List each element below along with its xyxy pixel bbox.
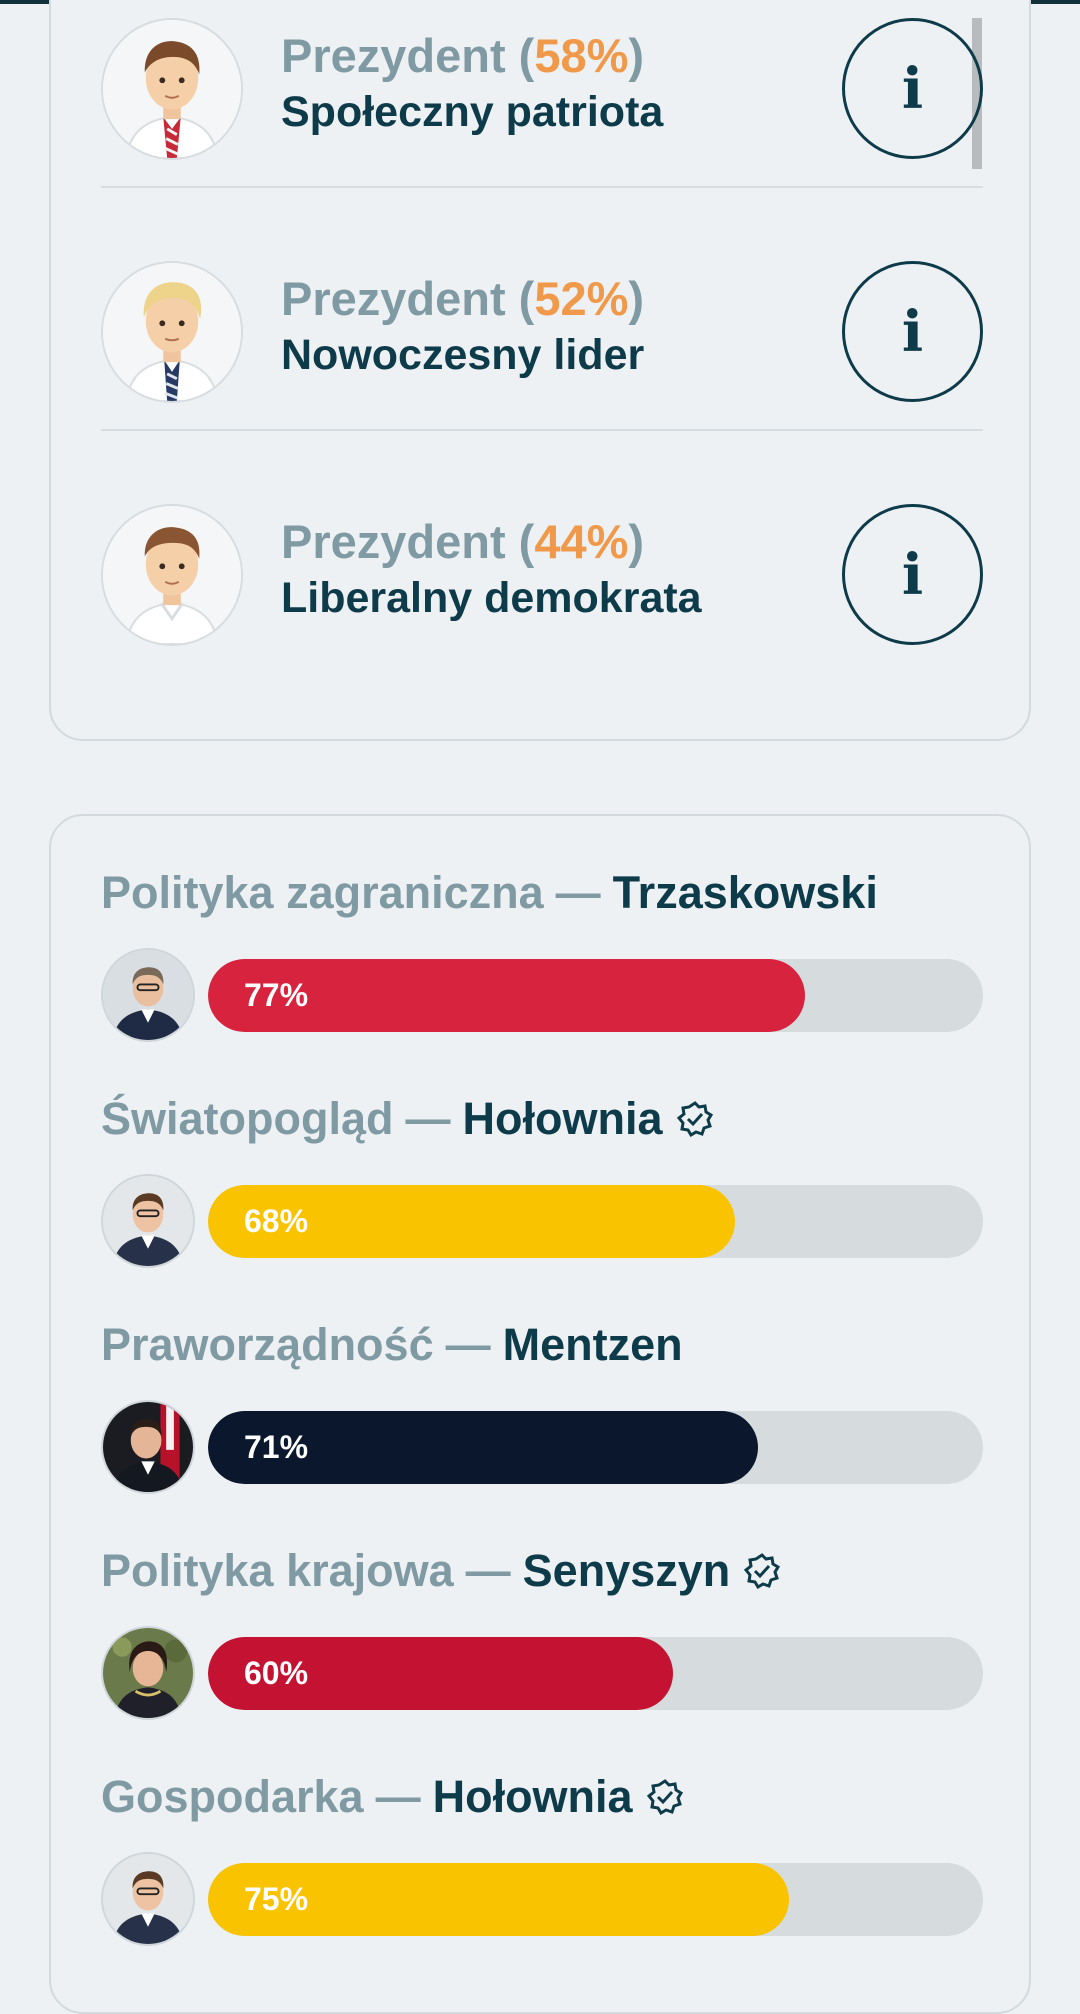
progress-fill xyxy=(208,1185,735,1258)
progress-fill xyxy=(208,959,805,1032)
candidate-photo xyxy=(101,1174,195,1268)
metric-title: Polityka krajowa — Senyszyn xyxy=(101,1544,983,1598)
info-icon: i xyxy=(901,298,924,365)
progress-fill xyxy=(208,1637,673,1710)
candidate-photo xyxy=(101,1400,195,1494)
metric-title: Światopogląd — Hołownia xyxy=(101,1092,983,1146)
progress-track: 68% xyxy=(208,1185,983,1258)
candidate-photo xyxy=(101,1626,195,1720)
president-match-card: Prezydent (58%) Społeczny patriota i Pre… xyxy=(49,0,1031,741)
progress-label: 68% xyxy=(244,1203,309,1239)
president-type: Liberalny demokrata xyxy=(281,574,702,622)
verified-badge-icon xyxy=(646,1779,683,1815)
progress-fill xyxy=(208,1411,759,1484)
metric-title: Polityka zagraniczna — Trzaskowski xyxy=(101,867,878,918)
progress-label: 75% xyxy=(244,1881,309,1917)
match-percent: 58% xyxy=(534,29,629,82)
president-match-percent-line: Prezydent (44%) xyxy=(281,515,645,568)
progress-label: 77% xyxy=(244,977,309,1013)
info-button[interactable]: i xyxy=(842,504,983,645)
candidate-name: Senyszyn xyxy=(522,1545,731,1596)
metric-category: Gospodarka xyxy=(101,1771,364,1822)
info-button[interactable]: i xyxy=(842,18,983,159)
verified-badge-icon xyxy=(676,1101,713,1137)
metric-row: Światopogląd — Hołownia 68% xyxy=(101,1092,983,1268)
metric-category: Światopogląd xyxy=(101,1093,394,1144)
candidate-name: Hołownia xyxy=(432,1771,633,1822)
match-percent: 44% xyxy=(534,515,629,568)
candidate-name: Hołownia xyxy=(462,1093,663,1144)
metric-row: Gospodarka — Hołownia 75% xyxy=(101,1770,983,1946)
president-type: Nowoczesny lider xyxy=(281,331,645,379)
metric-category: Praworządność xyxy=(101,1319,434,1370)
metric-title: Praworządność — Mentzen xyxy=(101,1319,683,1370)
topic-match-card: Polityka zagraniczna — Trzaskowski 77% Ś… xyxy=(49,814,1031,2014)
man-avatar-casual-icon xyxy=(101,504,243,646)
president-match-percent-line: Prezydent (52%) xyxy=(281,272,645,325)
progress-track: 71% xyxy=(208,1411,983,1484)
progress-track: 77% xyxy=(208,959,983,1032)
man-avatar-red-tie-icon xyxy=(101,18,243,160)
match-percent: 52% xyxy=(534,272,629,325)
president-match-percent-line: Prezydent (58%) xyxy=(281,29,645,82)
progress-label: 71% xyxy=(244,1429,309,1465)
metric-row: Polityka krajowa — Senyszyn 60% xyxy=(101,1544,983,1720)
info-button[interactable]: i xyxy=(842,261,983,402)
info-icon: i xyxy=(901,55,924,122)
metric-title: Gospodarka — Hołownia xyxy=(101,1770,983,1824)
progress-track: 60% xyxy=(208,1637,983,1710)
president-row: Prezydent (52%) Nowoczesny lider i xyxy=(101,261,983,431)
metric-row: Polityka zagraniczna — Trzaskowski 77% xyxy=(101,866,983,1042)
president-row: Prezydent (44%) Liberalny demokrata i xyxy=(101,504,983,650)
progress-fill xyxy=(208,1863,790,1936)
metric-category: Polityka zagraniczna xyxy=(101,867,544,918)
candidate-photo xyxy=(101,948,195,1042)
info-icon: i xyxy=(901,541,924,608)
progress-label: 60% xyxy=(244,1655,309,1691)
candidate-name: Mentzen xyxy=(502,1319,683,1370)
candidate-photo xyxy=(101,1852,195,1946)
metric-category: Polityka krajowa xyxy=(101,1545,454,1596)
progress-track: 75% xyxy=(208,1863,983,1936)
man-avatar-blonde-icon xyxy=(101,261,243,403)
president-row: Prezydent (58%) Społeczny patriota i xyxy=(101,18,983,188)
verified-badge-icon xyxy=(744,1553,781,1589)
metric-row: Praworządność — Mentzen 71% xyxy=(101,1318,983,1494)
president-type: Społeczny patriota xyxy=(281,88,664,136)
candidate-name: Trzaskowski xyxy=(612,867,878,918)
